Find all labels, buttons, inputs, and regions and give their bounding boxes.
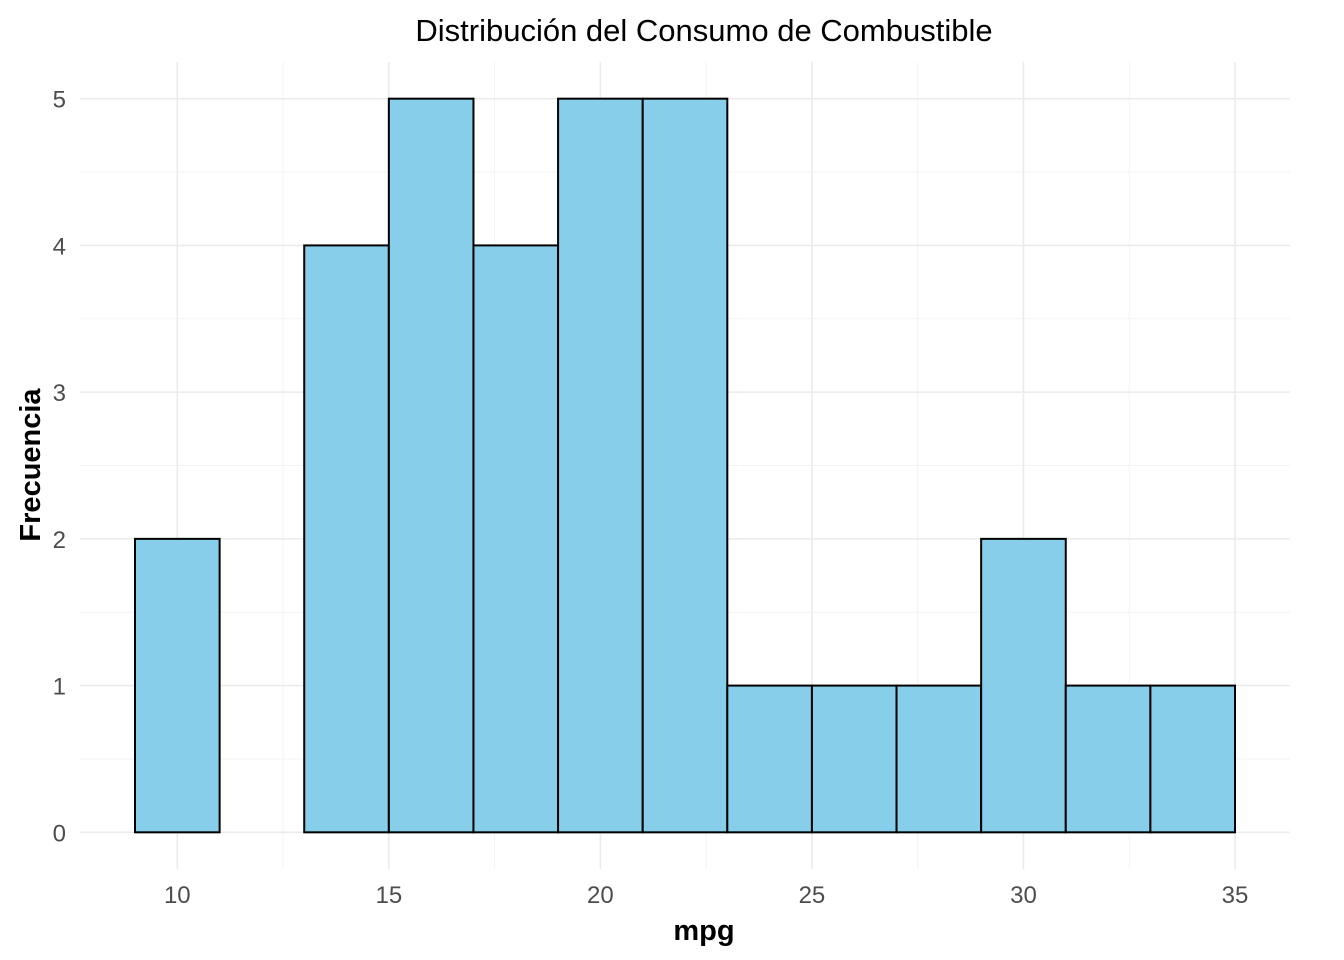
histogram-bar bbox=[810, 684, 898, 834]
y-tick-label: 1 bbox=[53, 674, 66, 701]
histogram-bar bbox=[387, 97, 475, 834]
y-tick-label: 3 bbox=[53, 380, 66, 407]
histogram-bar bbox=[726, 684, 813, 834]
x-axis-title: mpg bbox=[673, 915, 734, 947]
x-tick-label: 20 bbox=[587, 882, 614, 909]
x-tick-label: 25 bbox=[799, 882, 826, 909]
y-tick-label: 0 bbox=[53, 820, 66, 847]
y-axis-title: Frecuencia bbox=[15, 388, 47, 542]
histogram-bar bbox=[1064, 684, 1152, 834]
histogram-bar bbox=[303, 244, 390, 834]
histogram-bar bbox=[134, 537, 221, 834]
histogram-bar bbox=[980, 537, 1067, 834]
histogram-bar bbox=[472, 244, 560, 834]
x-tick-label: 35 bbox=[1222, 882, 1249, 909]
histogram-bars bbox=[134, 97, 1237, 834]
histogram-bar bbox=[895, 684, 983, 834]
histogram-bar bbox=[641, 97, 729, 834]
y-axis-ticks: 0 1 2 3 4 5 bbox=[53, 87, 66, 848]
histogram-bar bbox=[1149, 684, 1237, 834]
x-tick-label: 30 bbox=[1010, 882, 1037, 909]
y-tick-label: 2 bbox=[53, 527, 66, 554]
y-tick-label: 4 bbox=[53, 233, 66, 260]
y-tick-label: 5 bbox=[53, 87, 66, 114]
chart-title: Distribución del Consumo de Combustible bbox=[415, 13, 992, 48]
x-tick-label: 10 bbox=[164, 882, 191, 909]
x-tick-label: 15 bbox=[375, 882, 402, 909]
x-axis-ticks: 10 15 20 25 30 35 bbox=[164, 882, 1248, 909]
histogram-bar bbox=[557, 97, 644, 834]
